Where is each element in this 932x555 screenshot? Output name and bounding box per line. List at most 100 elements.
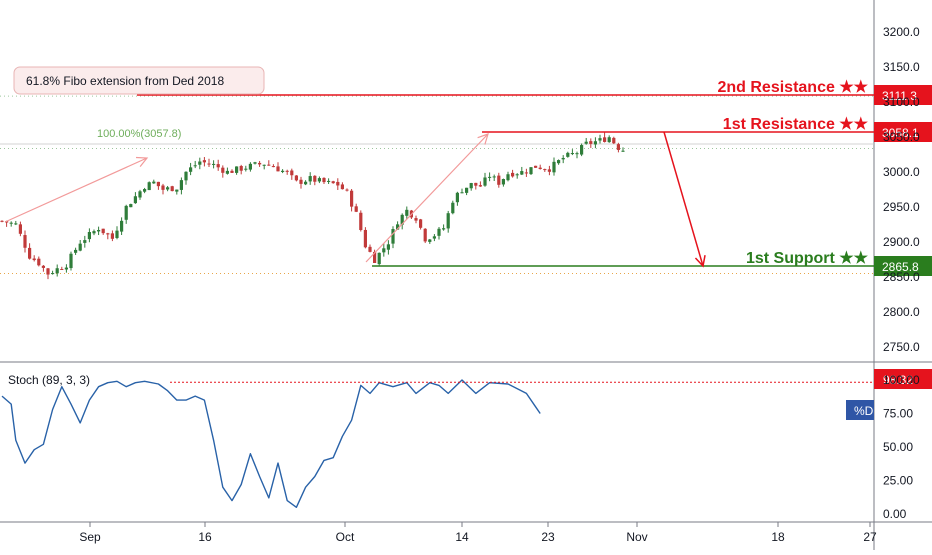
candle-body xyxy=(184,171,188,181)
stoch-d-badge xyxy=(846,400,874,420)
candle-body xyxy=(78,243,82,251)
candle-body xyxy=(345,189,349,191)
candle-body xyxy=(313,175,317,182)
candle-body xyxy=(598,138,602,141)
stoch-d-line xyxy=(1,379,541,508)
projection-arrow-shaft xyxy=(663,131,704,267)
candle-body xyxy=(46,268,50,275)
candle-body xyxy=(400,214,404,225)
stoch-tick-label: 25.00 xyxy=(883,474,913,488)
candle-body xyxy=(230,170,234,173)
candle-body xyxy=(538,167,542,170)
candle-body xyxy=(552,161,556,173)
candle-body xyxy=(235,166,239,173)
candle-body xyxy=(152,181,156,184)
candle-body xyxy=(534,165,538,168)
candle-body xyxy=(133,196,137,204)
candle-body xyxy=(97,229,101,232)
candle-body xyxy=(83,240,87,243)
candle-body xyxy=(28,247,32,259)
candle-body xyxy=(87,232,91,240)
candle-body xyxy=(281,170,285,172)
price-tick-label: 3100.0 xyxy=(883,95,920,109)
candle-body xyxy=(520,171,524,175)
candle-body xyxy=(202,160,206,163)
candle-body xyxy=(308,176,312,182)
price-tick-label: 3150.0 xyxy=(883,60,920,74)
candle-body xyxy=(143,189,147,192)
candle-body xyxy=(483,177,487,186)
candle-body xyxy=(492,176,496,178)
first-support-badge xyxy=(874,256,932,276)
candle-body xyxy=(340,184,344,190)
candle-body xyxy=(248,163,252,170)
candle-body xyxy=(612,137,616,144)
price-tick-label: 2900.0 xyxy=(883,235,920,249)
candle-body xyxy=(607,137,611,143)
projection-arrow-head xyxy=(694,255,706,268)
stoch-tick-label: 50.00 xyxy=(883,440,913,454)
candle-body xyxy=(193,165,197,167)
candle-body xyxy=(474,182,478,186)
candle-body xyxy=(561,157,565,160)
price-tick-label: 2800.0 xyxy=(883,305,920,319)
candle-body xyxy=(175,189,179,192)
candle-body xyxy=(198,161,202,165)
candle-body xyxy=(451,202,455,214)
candle-body xyxy=(124,205,128,220)
candle-body xyxy=(377,252,381,265)
candle-body xyxy=(207,163,211,165)
candle-body xyxy=(524,172,528,174)
candle-body xyxy=(14,223,18,225)
candle-body xyxy=(189,167,193,172)
candle-body xyxy=(382,248,386,253)
candle-body xyxy=(373,251,377,263)
candle-body xyxy=(239,166,243,171)
candle-body xyxy=(497,175,501,185)
candle-body xyxy=(396,224,400,230)
candle-body xyxy=(290,170,294,176)
candle-body xyxy=(414,218,418,221)
candle-body xyxy=(253,162,257,164)
candle-body xyxy=(120,220,124,232)
candle-body xyxy=(432,236,436,239)
candle-body xyxy=(101,228,105,234)
fib-label: 100.00%(3057.8) xyxy=(97,128,181,140)
trend-arrow-2-head xyxy=(477,133,489,145)
candle-body xyxy=(37,258,41,266)
first-resistance-label: 1st Resistance ★★ xyxy=(723,116,869,133)
candle-body xyxy=(506,174,510,181)
candle-body xyxy=(584,141,588,144)
candle-body xyxy=(156,181,160,187)
candle-body xyxy=(386,244,390,250)
candle-body xyxy=(317,178,321,182)
second-resistance-badge-text: 3111.3 xyxy=(882,89,917,103)
candle-body xyxy=(138,191,142,198)
time-tick-label: 23 xyxy=(541,530,555,544)
stoch-tick-label: 75.00 xyxy=(883,407,913,421)
trend-arrow-1-shaft xyxy=(4,157,148,223)
candle-body xyxy=(423,228,427,242)
candle-body xyxy=(570,153,574,155)
time-tick-label: Sep xyxy=(79,530,101,544)
candle-body xyxy=(322,177,326,183)
candle-body xyxy=(547,169,551,172)
candle-body xyxy=(419,219,423,228)
candle-body xyxy=(18,224,22,234)
trend-arrow-2-shaft xyxy=(365,133,489,263)
time-tick-label: 16 xyxy=(198,530,212,544)
candle-body xyxy=(129,204,133,208)
candle-body xyxy=(225,170,229,174)
first-support-label: 1st Support ★★ xyxy=(746,250,869,267)
candle-body xyxy=(69,253,73,269)
candle-body xyxy=(299,179,303,184)
candle-body xyxy=(575,153,579,155)
candle-body xyxy=(515,174,519,176)
annotation-text: 61.8% Fibo extension from Ded 2018 xyxy=(26,74,224,88)
candle-body xyxy=(258,162,262,165)
first-resistance-badge-text: 3058.1 xyxy=(882,126,919,140)
candle-body xyxy=(478,185,482,187)
time-tick-label: 27 xyxy=(863,530,877,544)
candle-body xyxy=(304,181,308,185)
